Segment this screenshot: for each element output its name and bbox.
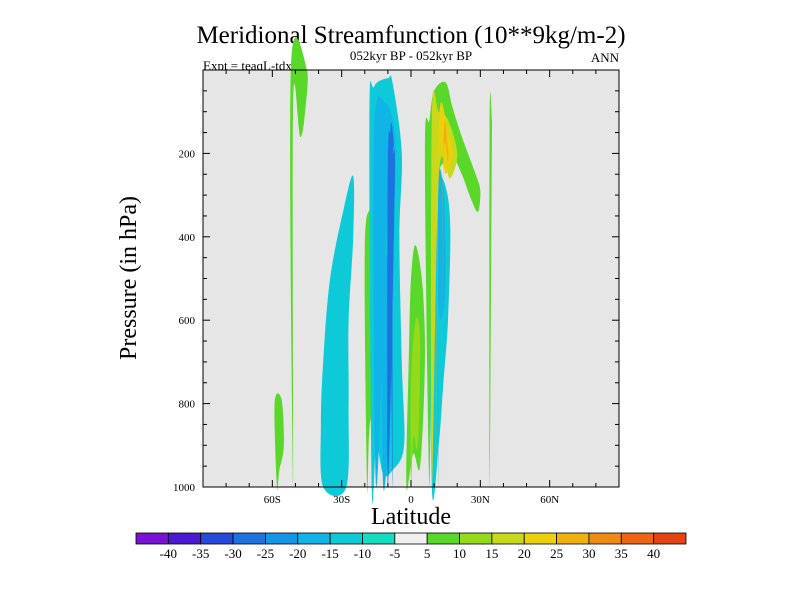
contour-region-15 — [430, 89, 458, 488]
colorbar-label: 25 — [550, 546, 563, 561]
colorbar-swatch — [523, 532, 557, 545]
colorbar-label: 35 — [615, 546, 628, 561]
contour-region-2 — [274, 393, 284, 491]
plot-area: 60S 30S 0 30N 60N 200 400 600 800 1000 — [173, 37, 620, 506]
colorbar-swatch — [200, 532, 234, 545]
colorbar-label: 5 — [424, 546, 431, 561]
contour-region-14 — [424, 81, 481, 488]
colorbar-swatch — [459, 532, 493, 545]
y-tick-label: 800 — [179, 399, 196, 411]
colorbar-swatch — [265, 532, 299, 545]
colorbar-swatch — [556, 532, 590, 545]
y-axis-label: Pressure (in hPa) — [116, 196, 142, 360]
colorbar-label: 10 — [453, 546, 466, 561]
colorbar-swatch — [329, 532, 363, 545]
contour-region-7 — [373, 96, 396, 488]
y-tick-label: 400 — [179, 232, 196, 244]
contour-region-3 — [290, 37, 308, 488]
y-tick-label: 200 — [179, 148, 196, 160]
colorbar-label: -20 — [289, 546, 306, 561]
colorbar-swatch — [297, 532, 331, 545]
colorbar-swatch — [362, 532, 396, 545]
colorbar-label: -35 — [192, 546, 209, 561]
colorbar: -40 -35 -30 -25 -20 -15 -10 -5 5 10 15 20 25 30 35 40 — [135, 532, 687, 561]
colorbar-label: -10 — [354, 546, 371, 561]
x-axis-label: Latitude — [371, 504, 451, 530]
season-label: ANN — [591, 50, 620, 65]
contour-region-9 — [390, 122, 395, 488]
colorbar-label: 20 — [518, 546, 531, 561]
colorbar-swatch — [167, 532, 202, 545]
colorbar-label: 40 — [647, 546, 660, 561]
x-tick-label: 60N — [540, 494, 559, 506]
colorbar-label: -25 — [257, 546, 274, 561]
colorbar-label: 30 — [582, 546, 595, 561]
contour-region-1 — [320, 175, 355, 497]
contour-region-13 — [436, 166, 446, 489]
chart-title: Meridional Streamfunction (10**9kg/m-2) — [196, 22, 625, 49]
x-tick-label: 0 — [408, 494, 414, 506]
colorbar-label: 15 — [485, 546, 498, 561]
colorbar-label: -15 — [321, 546, 338, 561]
time-range-label: 052kyr BP - 052kyr BP — [350, 48, 472, 63]
axis-ticks: 60S 30S 0 30N 60N 200 400 600 800 1000 — [173, 70, 619, 506]
y-tick-label: 600 — [179, 315, 196, 327]
experiment-label: Expt = teaqL-tdxoL — [203, 58, 306, 73]
contour-fills — [274, 37, 493, 504]
colorbar-swatch — [232, 532, 266, 545]
colorbar-label: -5 — [389, 546, 400, 561]
x-tick-label: 30S — [333, 494, 350, 506]
x-tick-label: 30N — [471, 494, 490, 506]
colorbar-swatch — [491, 532, 525, 545]
contour-region-17 — [441, 120, 449, 488]
x-tick-label: 60S — [264, 494, 281, 506]
contour-region-18 — [489, 92, 493, 488]
colorbar-label: -40 — [160, 546, 177, 561]
contour-region-11 — [410, 317, 421, 489]
colorbar-swatch — [426, 532, 460, 545]
colorbar-swatch — [394, 532, 428, 545]
colorbar-swatch — [620, 532, 655, 545]
colorbar-swatch — [135, 532, 169, 545]
colorbar-swatch — [653, 532, 687, 545]
y-tick-label: 1000 — [173, 482, 196, 494]
contour-region-16 — [436, 102, 453, 488]
colorbar-label: -30 — [224, 546, 241, 561]
colorbar-swatch — [588, 532, 622, 545]
